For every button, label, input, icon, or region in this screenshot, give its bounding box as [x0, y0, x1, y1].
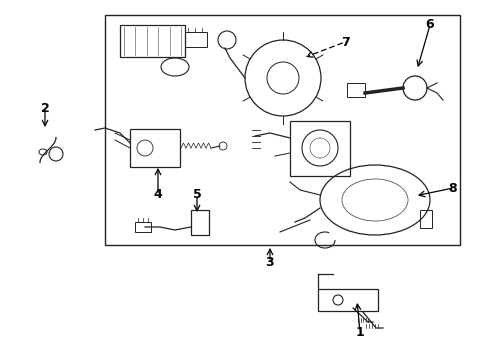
Bar	[318, 289, 378, 311]
Text: 5: 5	[193, 189, 201, 202]
Text: 4: 4	[154, 189, 162, 202]
Bar	[120, 25, 185, 57]
Text: 8: 8	[449, 181, 457, 194]
Bar	[347, 83, 365, 97]
Bar	[185, 32, 207, 47]
Text: 3: 3	[266, 256, 274, 269]
Bar	[135, 222, 151, 232]
Text: 1: 1	[356, 325, 365, 338]
Text: 7: 7	[341, 36, 349, 49]
Bar	[420, 210, 432, 228]
Bar	[191, 210, 209, 235]
Text: 2: 2	[41, 102, 49, 114]
Bar	[290, 121, 350, 176]
Text: 6: 6	[426, 18, 434, 31]
Bar	[105, 15, 460, 245]
Bar	[130, 129, 180, 167]
